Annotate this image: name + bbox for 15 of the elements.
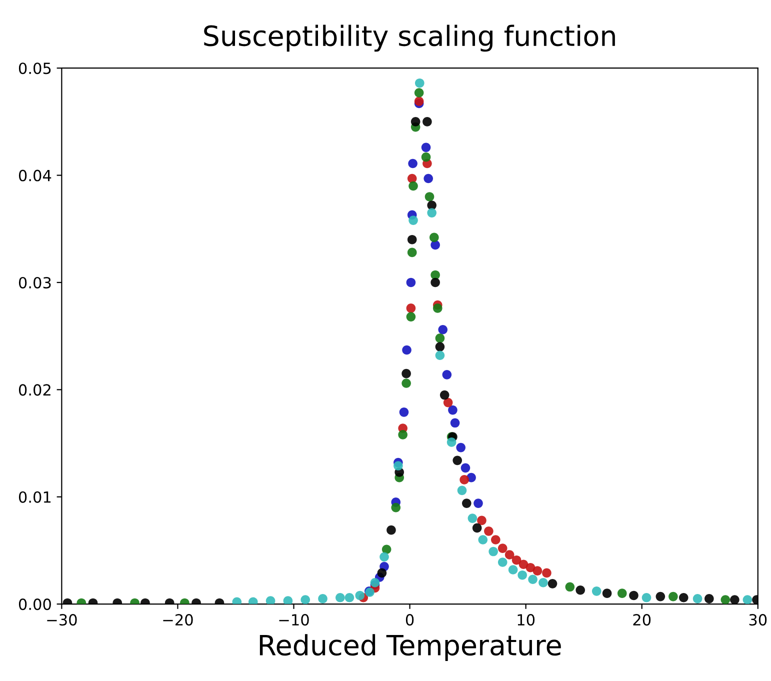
y-tick-label: 0.03 xyxy=(18,276,51,288)
x-tick-label: 0 xyxy=(406,614,414,626)
y-tick-label: 0.05 xyxy=(18,62,51,74)
y-tick-label: 0.00 xyxy=(18,598,51,610)
x-tick-label: 10 xyxy=(518,614,535,626)
y-tick-label: 0.01 xyxy=(18,491,51,503)
y-tick-label: 0.02 xyxy=(18,384,50,396)
x-tick-label: −30 xyxy=(47,614,77,626)
chart-title: Susceptibility scaling function xyxy=(204,24,615,52)
y-tick-label: 0.04 xyxy=(18,170,52,182)
x-tick-label: 30 xyxy=(749,614,767,626)
x-tick-label: −10 xyxy=(279,614,309,626)
x-tick-label: −20 xyxy=(163,614,193,626)
x-axis-title: Reduced Temperature xyxy=(260,634,561,661)
x-tick-label: 20 xyxy=(633,614,651,626)
